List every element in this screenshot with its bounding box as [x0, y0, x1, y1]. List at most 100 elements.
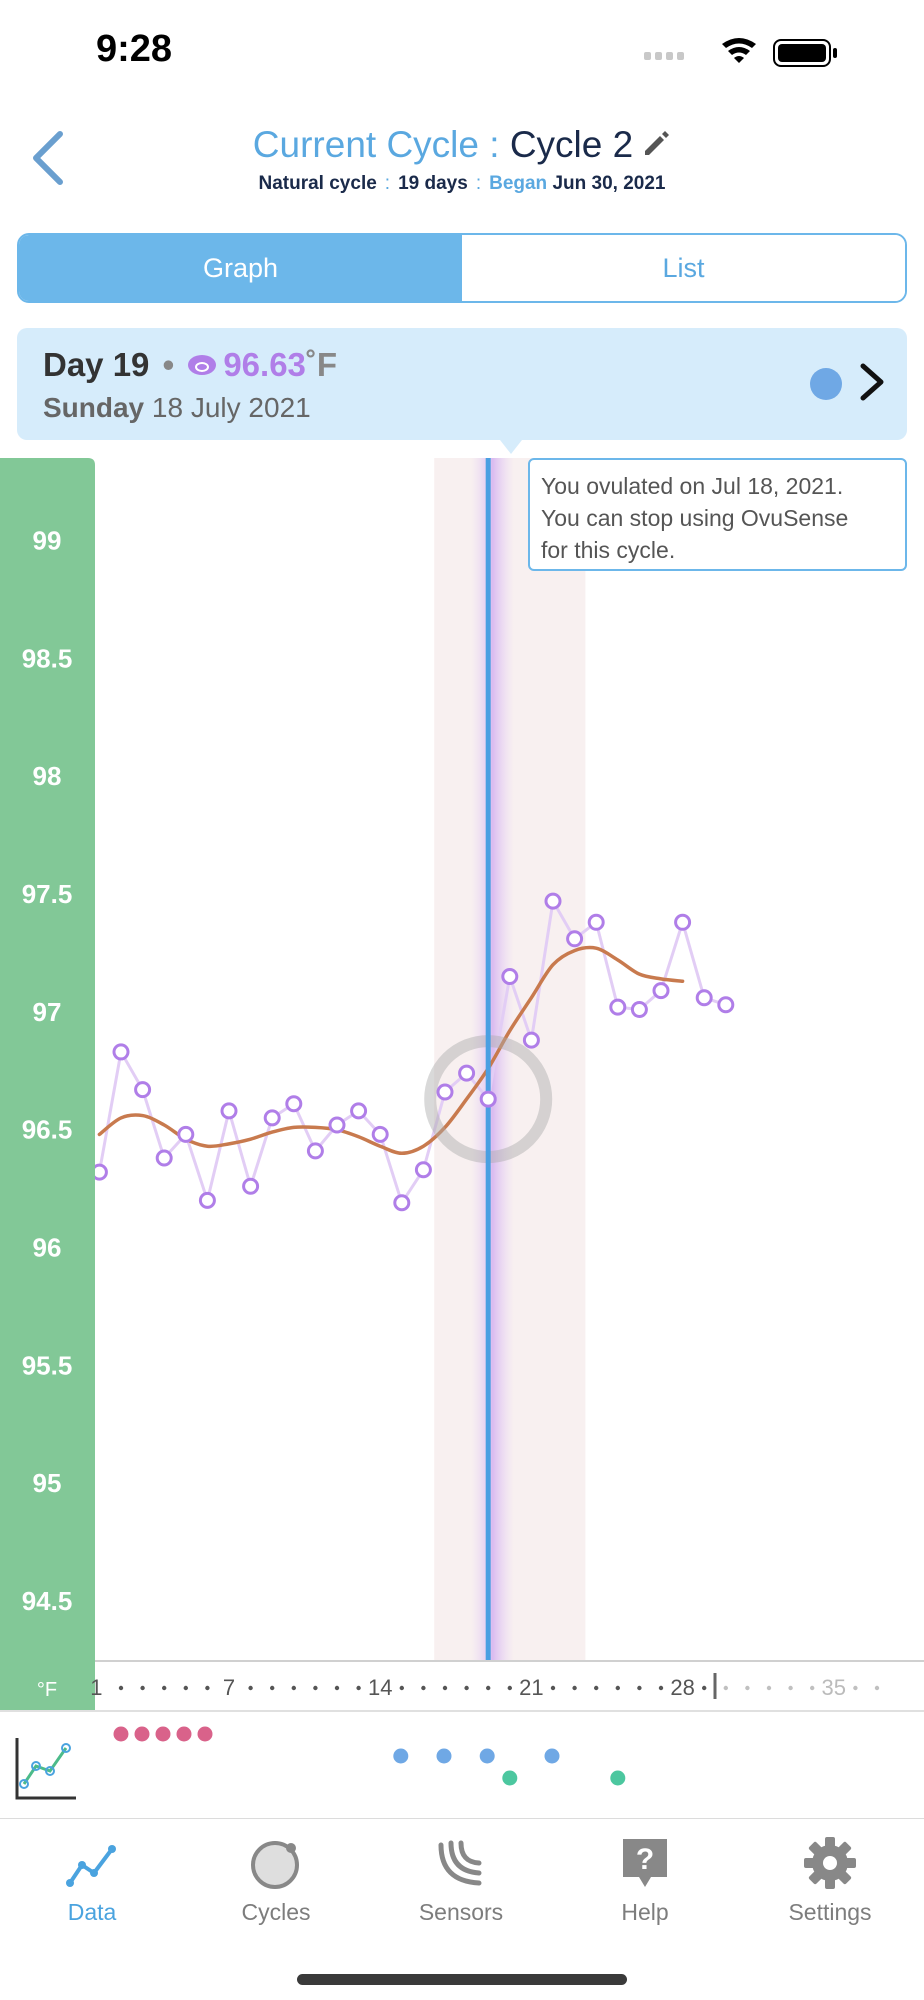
wifi-icon [722, 38, 756, 63]
tab-data[interactable]: Data [0, 1835, 184, 1926]
cycle-type: Natural cycle [258, 173, 377, 194]
x-tick-label: 14 [368, 1675, 392, 1700]
reading-marker[interactable] [393, 1748, 409, 1764]
x-tick-dot [442, 1685, 448, 1691]
x-tick-dot [162, 1685, 167, 1691]
chevron-right-icon[interactable] [855, 360, 889, 404]
pencil-icon[interactable] [641, 129, 671, 159]
tooltip-line-2: You can stop using OvuSense [541, 505, 849, 531]
reading-point [458, 1064, 476, 1082]
reading-point [155, 1149, 173, 1167]
x-tick-dot [766, 1685, 772, 1691]
y-tick-label: 98 [33, 761, 62, 791]
day-reading: Day 19 • 96.63˚F [43, 346, 337, 384]
reading-point [652, 982, 670, 1000]
tab-label: Cycles [241, 1899, 311, 1925]
tab-label: Data [67, 1899, 117, 1925]
x-tick-dot [788, 1685, 793, 1691]
y-tick-label: 95 [33, 1468, 62, 1498]
x-tick-dot [421, 1685, 426, 1691]
status-dot [810, 368, 842, 400]
x-tick-dot [637, 1685, 642, 1691]
reading-point [350, 1102, 368, 1120]
reading-point [306, 1142, 324, 1160]
tooltip-line-1: You ovulated on Jul 18, 2021. [541, 473, 844, 499]
y-tick-label: 99 [33, 525, 62, 555]
reading-marker[interactable] [544, 1748, 560, 1764]
reading-point [371, 1125, 389, 1143]
x-tick-dot [118, 1685, 124, 1691]
x-tick-dot [270, 1685, 275, 1691]
reading-point [263, 1109, 281, 1127]
reading-point [134, 1081, 152, 1099]
period-marker[interactable] [134, 1726, 150, 1742]
tab-cycles[interactable]: Cycles [184, 1835, 368, 1926]
x-tick-label: 1 [90, 1675, 102, 1700]
temperature-unit: ˚F [305, 346, 338, 383]
x-tick-dot [291, 1685, 296, 1691]
event-marker[interactable] [610, 1770, 626, 1786]
day-date: Sunday 18 July 2021 [43, 392, 311, 424]
x-tick-dot [594, 1685, 599, 1691]
svg-text:?: ? [636, 1843, 654, 1876]
y-tick-label: 98.5 [22, 643, 73, 673]
gear-icon [804, 1837, 856, 1889]
period-marker[interactable] [197, 1726, 213, 1742]
separator: : [475, 173, 482, 194]
began-date: Jun 30, 2021 [552, 173, 666, 194]
x-tick-dot [723, 1685, 728, 1691]
reading-point [695, 989, 713, 1007]
view-segmented-control: Graph List [17, 233, 907, 303]
reading-marker[interactable] [479, 1748, 495, 1764]
x-tick-label: 7 [223, 1675, 235, 1700]
reading-point [630, 1001, 648, 1019]
weekday: Sunday [43, 392, 145, 423]
info-pointer [500, 440, 522, 454]
period-marker[interactable] [113, 1726, 129, 1742]
graph-icon [66, 1845, 116, 1887]
back-chevron-icon[interactable] [24, 128, 74, 188]
x-tick-dot [874, 1685, 880, 1691]
title-prefix: Current Cycle : [252, 124, 510, 165]
event-markers [15, 1726, 626, 1800]
cycle-circle-icon [251, 1841, 299, 1889]
day-info-panel[interactable]: Day 19 • 96.63˚F Sunday 18 July 2021 [17, 328, 907, 440]
x-tick-dot [399, 1685, 404, 1691]
tab-sensors[interactable]: Sensors [369, 1835, 553, 1926]
x-tick-dot [464, 1685, 469, 1691]
reading-point [436, 1083, 454, 1101]
temperature-chart[interactable]: 99 98.5 98 97.5 97 96.5 96 95.5 95 94.5 °F 1 7 14 21 28… [0, 458, 924, 1712]
event-marker[interactable] [502, 1770, 518, 1786]
x-tick-dot [615, 1685, 620, 1691]
readings-line [97, 899, 727, 1205]
reading-point [242, 1177, 260, 1195]
began-label: Began [489, 173, 548, 194]
x-tick-dot [183, 1685, 188, 1691]
tab-settings[interactable]: Settings [738, 1835, 922, 1926]
graph-tab[interactable]: Graph [19, 235, 462, 301]
reading-point [198, 1191, 216, 1209]
date: 18 July 2021 [151, 392, 311, 423]
y-tick-label: 95.5 [22, 1350, 73, 1380]
list-tab[interactable]: List [462, 235, 905, 301]
ovulation-tooltip: You ovulated on Jul 18, 2021. You can st… [528, 458, 907, 571]
period-marker[interactable] [176, 1726, 192, 1742]
reading-point [479, 1090, 497, 1108]
tooltip-line-3: for this cycle. [541, 537, 676, 563]
period-marker[interactable] [155, 1726, 171, 1742]
cycle-days: 19 days [398, 173, 468, 194]
reading-point [112, 1043, 130, 1061]
tab-bar: Data Cycles Sensors ? Help [0, 1818, 924, 2000]
reading-point [177, 1125, 195, 1143]
day-label: Day 19 [43, 346, 150, 383]
sensor-icon [188, 355, 217, 375]
x-tick-dot [356, 1685, 361, 1691]
reading-marker[interactable] [436, 1748, 452, 1764]
mini-graph-icon[interactable] [15, 1738, 76, 1800]
x-tick-dot [248, 1685, 253, 1691]
tab-help[interactable]: ? Help [553, 1835, 737, 1926]
reading-point [285, 1095, 303, 1113]
x-tick-label: 28 [670, 1675, 694, 1700]
x-tick-dot [550, 1685, 556, 1691]
status-icons [644, 38, 837, 67]
